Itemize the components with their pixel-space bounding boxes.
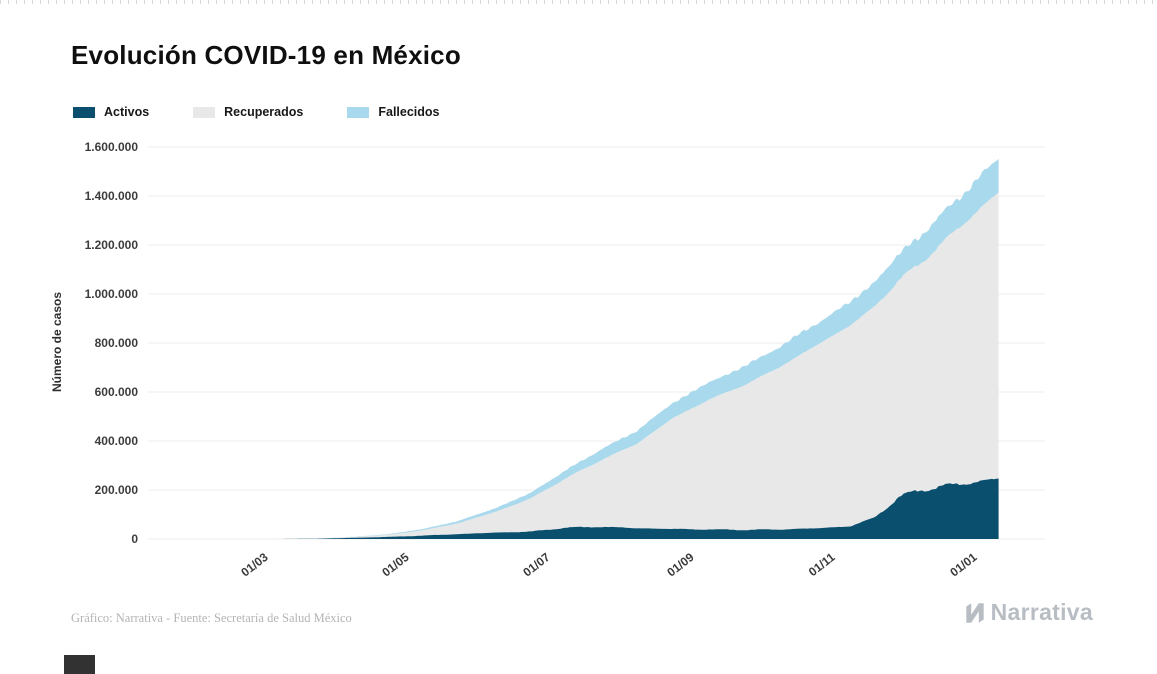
legend-item-recuperados: Recuperados [193,105,303,119]
y-tick-label: 200.000 [94,483,138,497]
y-tick-label: 1.000.000 [84,287,138,301]
x-tick-label: 01/05 [379,550,412,580]
area-recuperados [250,192,999,540]
legend-item-activos: Activos [73,105,149,119]
timeline-ticks-strip [0,0,1157,4]
narrativa-logo-text: Narrativa [990,599,1093,625]
y-tick-label: 1.200.000 [84,238,138,252]
narrativa-logo: Narrativa [962,599,1093,626]
y-tick-label: 0 [131,532,138,546]
x-tick-label: 01/07 [520,550,553,580]
x-tick-label: 01/03 [237,550,271,580]
legend-label: Fallecidos [378,105,440,119]
bottom-left-marker [64,655,95,674]
legend-label: Activos [104,105,150,119]
legend-swatch-recuperados [193,106,216,118]
area-activos [250,478,999,539]
y-tick-label: 800.000 [94,336,138,350]
y-tick-label: 600.000 [94,385,138,399]
x-tick-label: 01/11 [806,550,839,580]
legend: Activos Recuperados Fallecidos [73,105,484,119]
legend-swatch-activos [73,106,95,118]
legend-item-fallecidos: Fallecidos [347,105,440,119]
legend-swatch-fallecidos [347,106,370,118]
stacked-area-plot [148,146,1045,540]
y-tick-label: 1.400.000 [84,189,138,203]
legend-label: Recuperados [224,105,304,119]
y-tick-label: 1.600.000 [84,140,138,154]
narrativa-logo-icon [965,602,984,623]
source-credit: Gráfico: Narrativa - Fuente: Secretaría … [71,611,352,625]
x-tick-label: 01/09 [664,550,697,580]
x-tick-label: 01/01 [947,550,980,580]
y-tick-label: 400.000 [94,434,138,448]
chart-title: Evolución COVID-19 en México [71,40,461,70]
